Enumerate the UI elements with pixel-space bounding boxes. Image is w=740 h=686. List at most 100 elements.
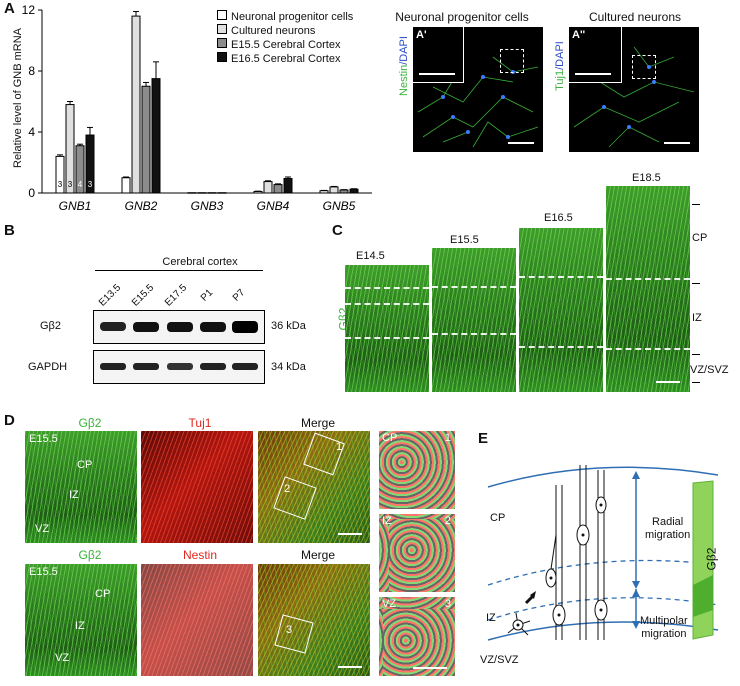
chart-legend: Neuronal progenitor cells Cultured neuro… — [217, 10, 353, 66]
zone-label: CP — [77, 459, 93, 471]
zoom-vz: VZ 3 — [379, 597, 455, 676]
blot-lanes: E13.5 E15.5 E17.5 P1 P7 — [97, 280, 267, 314]
neurons-image-title: Cultured neurons — [588, 10, 682, 24]
multipolar-migration-label: Multipolar migration — [640, 615, 688, 640]
zone-boundary — [345, 303, 429, 305]
blot-band — [133, 363, 159, 370]
bar — [349, 188, 359, 194]
neurons-micrograph: A'' — [569, 27, 699, 152]
scale-bar — [508, 142, 534, 144]
neuron-neurites — [573, 46, 695, 148]
bar — [197, 192, 207, 194]
zone-boundary — [519, 346, 603, 348]
zone-boundary — [345, 337, 429, 339]
lane-label: E13.5 — [96, 282, 124, 309]
zone-label: VZ/SVZ — [480, 654, 519, 666]
inset-label: A'' — [572, 29, 586, 41]
bar-n-label: 3 — [58, 180, 63, 189]
zone-tick — [692, 204, 700, 205]
zone-label: CP — [95, 588, 111, 600]
zone-label: CP — [490, 512, 506, 524]
blot-band — [167, 322, 193, 332]
legend-swatch — [217, 24, 227, 34]
zone-tick — [692, 283, 700, 284]
x-tick-label: GNB2 — [125, 199, 158, 213]
zoom-number: 2 — [284, 483, 291, 495]
neurons-stain-label: Tuj1/DAPI — [554, 41, 566, 91]
bar — [151, 78, 161, 194]
zone-label: IZ — [692, 312, 702, 324]
scale-bar — [413, 667, 447, 669]
zoom-iz: IZ 2 — [379, 514, 455, 592]
blot-band — [100, 322, 126, 331]
zoom-number: 1 — [444, 432, 451, 444]
zone-tick — [692, 382, 700, 383]
migration-schematic — [487, 465, 719, 641]
zoom-region — [273, 476, 317, 520]
blot-row-label: Gβ2 — [40, 320, 62, 332]
gb2-gradient-label: Gβ2 — [704, 547, 719, 571]
bar — [141, 85, 151, 194]
d-label-red: Nestin — [182, 548, 217, 562]
zoom-region — [274, 614, 314, 654]
blot-band — [100, 363, 126, 370]
lane-label: E17.5 — [162, 282, 190, 309]
scale-bar — [664, 142, 690, 144]
d-row2-red — [141, 564, 253, 676]
x-tick-label: GNB5 — [323, 199, 356, 213]
age-label: E15.5 — [29, 566, 58, 578]
npc-stain-label: Nestin/DAPI — [398, 36, 410, 96]
bar — [273, 184, 283, 194]
zone-boundary — [345, 287, 429, 289]
bar — [121, 177, 131, 194]
scale-bar — [656, 381, 680, 383]
section-e16-5 — [519, 228, 603, 392]
zone-tick — [692, 354, 700, 355]
npc-inset-region — [500, 49, 524, 73]
legend-item: E15.5 Cerebral Cortex — [217, 38, 353, 52]
blot-band — [167, 363, 193, 370]
lane-label: E15.5 — [129, 282, 157, 309]
npc-image-title: Neuronal progenitor cells — [395, 10, 529, 24]
gb2-blot — [93, 310, 265, 344]
bar-n-label: 3 — [88, 180, 93, 189]
zone-label: IZ — [75, 620, 85, 632]
panel-label-e: E — [478, 430, 489, 447]
stage-label: E14.5 — [356, 250, 385, 262]
y-tick-label: 12 — [22, 3, 36, 17]
npc-micrograph: A' — [413, 27, 543, 152]
bar — [329, 186, 339, 194]
d-label-merge: Merge — [300, 416, 335, 430]
scale-bar — [338, 533, 362, 535]
neurons-inset-region — [632, 55, 656, 79]
legend-item: E16.5 Cerebral Cortex — [217, 52, 353, 66]
panel-label-a: A — [4, 0, 15, 17]
x-tick-label: GNB1 — [59, 199, 92, 213]
lane-label: P7 — [230, 287, 248, 304]
zone-label: VZ — [382, 598, 397, 610]
d-label-green: Gβ2 — [78, 548, 102, 562]
y-tick-label: 8 — [28, 64, 35, 78]
zone-label: CP — [382, 432, 398, 444]
bar — [187, 192, 197, 194]
zone-boundary — [519, 276, 603, 278]
zoom-region — [303, 432, 345, 476]
legend-item: Cultured neurons — [217, 24, 353, 38]
blot-header: Cerebral cortex — [162, 256, 238, 268]
section-e18-5 — [606, 186, 690, 392]
x-tick-label: GNB4 — [257, 199, 290, 213]
zone-boundary — [432, 333, 516, 335]
zoom-number: 3 — [286, 624, 293, 636]
zone-label: CP — [692, 232, 708, 244]
d-label-green: Gβ2 — [78, 416, 102, 430]
x-tick-label: GNB3 — [191, 199, 224, 213]
blot-kda: 36 kDa — [271, 320, 306, 332]
zone-label: VZ/SVZ — [690, 364, 729, 376]
panel-label-d: D — [4, 412, 15, 429]
legend-swatch — [217, 38, 227, 48]
zone-boundary — [606, 278, 690, 280]
age-label: E15.5 — [29, 433, 58, 445]
legend-item: Neuronal progenitor cells — [217, 10, 353, 24]
y-tick-label: 0 — [28, 186, 35, 200]
